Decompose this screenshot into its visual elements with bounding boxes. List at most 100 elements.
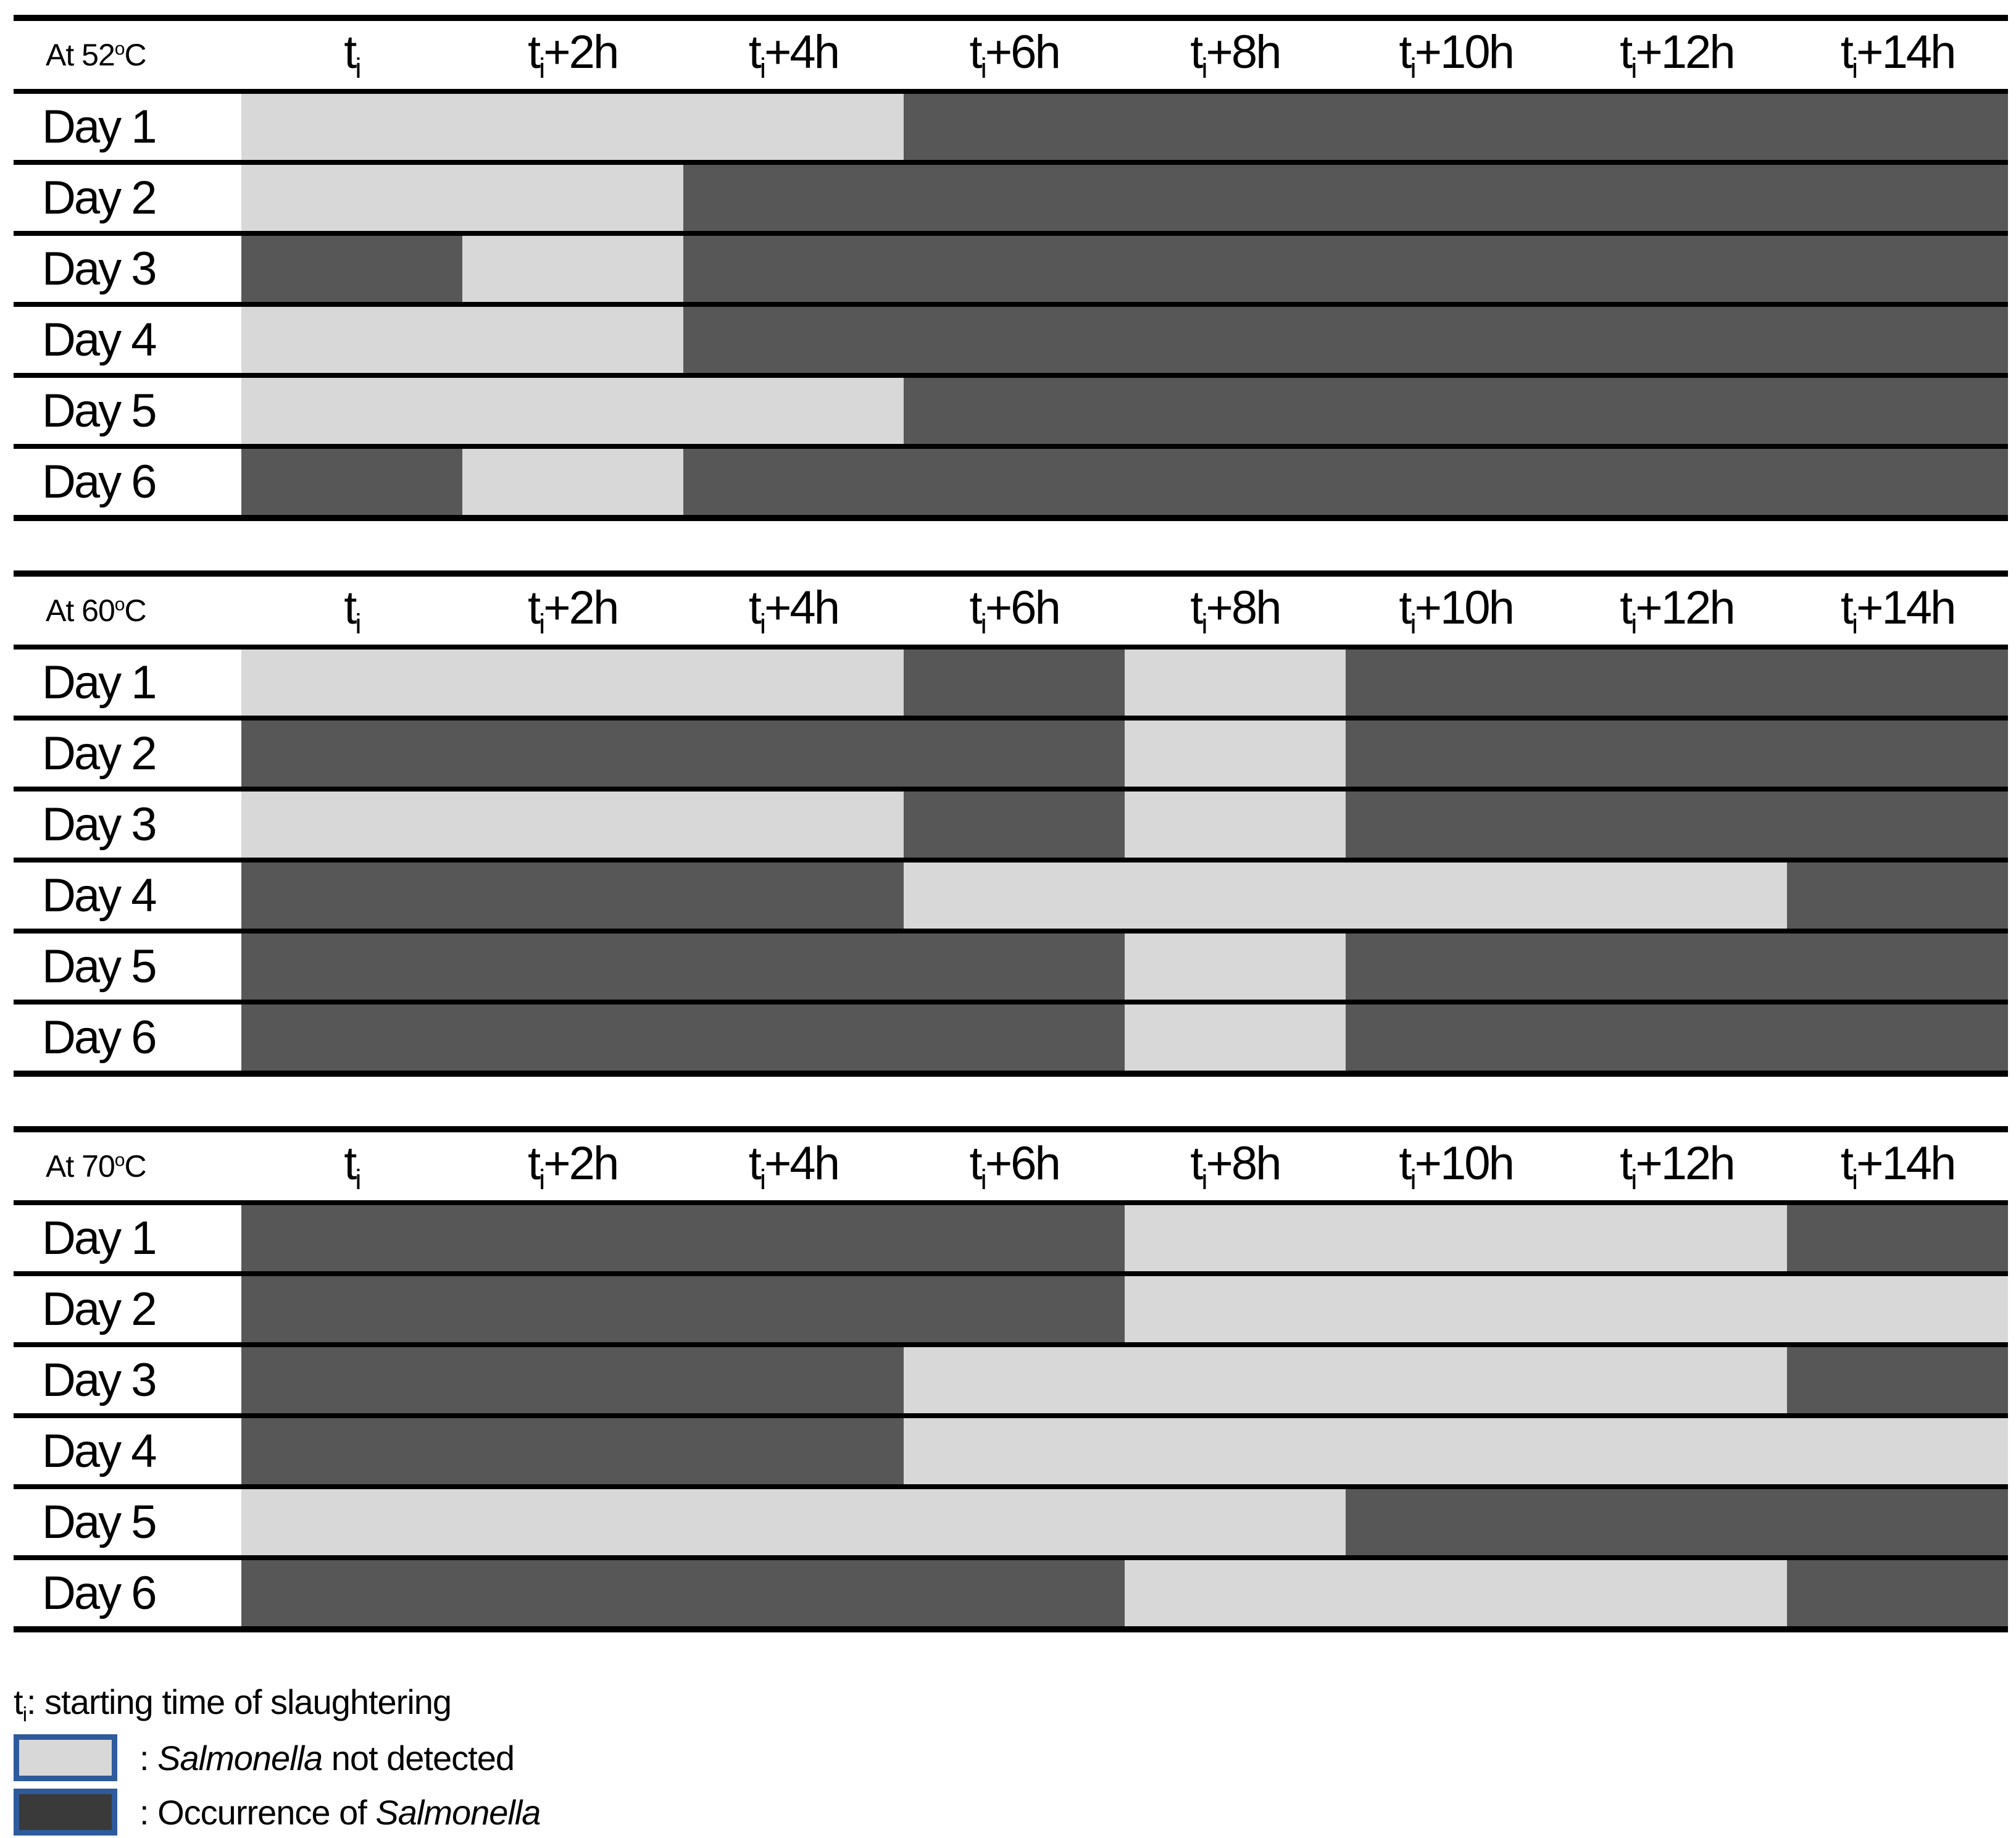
cell-day4-col3: [683, 307, 904, 373]
col-header-4: ti+8h: [1190, 1137, 1281, 1196]
cell-day4-col6: [1345, 863, 1567, 929]
col-header-2: ti+4h: [748, 581, 840, 640]
day-label: Day 4: [14, 863, 241, 929]
cell-day6-col5: [1125, 449, 1346, 515]
day-label: Day 6: [14, 1560, 241, 1626]
legend-swatch-not-detected: [14, 1734, 117, 1782]
day-label: Day 1: [14, 94, 241, 160]
cell-day5-col8: [1787, 378, 2008, 444]
table-at-60c: At 60oC ti ti+2h ti+4h ti+6h ti+8h ti+10h ti+12…: [14, 570, 2008, 1077]
cell-day6-col4: [904, 449, 1125, 515]
cell-day4-col2: [462, 307, 683, 373]
legend: ti: starting time of slaughtering : Salm…: [14, 1682, 2008, 1836]
cell-day4-col3: [683, 1418, 904, 1484]
cell-day3-col3: [683, 792, 904, 858]
cell-day5-col2: [462, 934, 683, 1000]
cell-day5-col1: [241, 1489, 462, 1555]
cell-day5-col6: [1345, 1489, 1567, 1555]
cell-day1-col6: [1345, 94, 1567, 160]
day-label: Day 5: [14, 934, 241, 1000]
col-header-1: ti+2h: [528, 581, 619, 640]
col-header-6: ti+12h: [1620, 581, 1735, 640]
row-day-2: Day 2: [14, 721, 2008, 792]
header-row: At 52oC ti ti+2h ti+4h ti+6h ti+8h ti+10h ti+12…: [14, 21, 2008, 94]
col-header-7: ti+14h: [1840, 25, 1956, 85]
day-label: Day 5: [14, 1489, 241, 1555]
row-day-5: Day 5: [14, 1489, 2008, 1560]
cell-day3-col5: [1125, 236, 1346, 302]
col-header-7: ti+14h: [1840, 1137, 1956, 1196]
cell-day2-col2: [462, 165, 683, 231]
cell-day6-col6: [1345, 1560, 1567, 1626]
table-title-prefix: At 52: [46, 38, 115, 72]
table-title: At 52oC: [14, 37, 241, 73]
col-header-4: ti+8h: [1190, 25, 1281, 85]
col-header-1: ti+2h: [528, 1137, 619, 1196]
col-header-6: ti+12h: [1620, 25, 1735, 85]
header-row: At 60oC ti ti+2h ti+4h ti+6h ti+8h ti+10h ti+12…: [14, 577, 2008, 650]
day-label: Day 3: [14, 792, 241, 858]
col-header-3: ti+6h: [969, 1137, 1061, 1196]
cell-day2-col1: [241, 1276, 462, 1342]
legend-entry-occurrence: : Occurrence of Salmonella: [14, 1789, 2008, 1836]
cell-day6-col4: [904, 1005, 1125, 1071]
table-title-suffix: C: [124, 38, 146, 72]
cell-day1-col1: [241, 1205, 462, 1271]
legend-label-occurrence: : Occurrence of Salmonella: [140, 1792, 541, 1832]
cell-day3-col8: [1787, 792, 2008, 858]
legend-entry-not-detected: : Salmonella not detected: [14, 1734, 2008, 1782]
cell-day4-col7: [1566, 1418, 1788, 1484]
cell-day4-col1: [241, 863, 462, 929]
cell-day1-col7: [1566, 94, 1788, 160]
cell-day3-col4: [904, 792, 1125, 858]
cell-day6-col7: [1566, 449, 1788, 515]
cell-day5-col1: [241, 378, 462, 444]
cell-day4-col8: [1787, 307, 2008, 373]
cell-day5-col4: [904, 378, 1125, 444]
cell-day3-col6: [1345, 1347, 1567, 1413]
cell-day2-col7: [1566, 721, 1788, 787]
row-day-1: Day 1: [14, 1205, 2008, 1276]
cell-day1-col7: [1566, 1205, 1788, 1271]
tables-container: At 52oC ti ti+2h ti+4h ti+6h ti+8h ti+10h ti+12…: [14, 15, 2008, 1632]
cell-day1-col6: [1345, 1205, 1567, 1271]
cell-day3-col7: [1566, 792, 1788, 858]
cell-day4-col5: [1125, 307, 1346, 373]
cell-day2-col2: [462, 721, 683, 787]
cell-day1-col3: [683, 94, 904, 160]
day-label: Day 4: [14, 1418, 241, 1484]
cell-day3-col5: [1125, 792, 1346, 858]
cell-day4-col4: [904, 307, 1125, 373]
cell-day1-col6: [1345, 650, 1567, 716]
cell-day6-col3: [683, 1560, 904, 1626]
cell-day2-col7: [1566, 1276, 1788, 1342]
cell-day5-col8: [1787, 1489, 2008, 1555]
table-title-degree: o: [114, 1150, 125, 1171]
cell-day6-col8: [1787, 1005, 2008, 1071]
cell-day2-col5: [1125, 1276, 1346, 1342]
cell-day3-col4: [904, 1347, 1125, 1413]
col-header-5: ti+10h: [1399, 25, 1514, 85]
row-day-5: Day 5: [14, 934, 2008, 1005]
row-day-4: Day 4: [14, 307, 2008, 378]
cell-day1-col2: [462, 94, 683, 160]
cell-day4-col4: [904, 1418, 1125, 1484]
cell-day2-col3: [683, 165, 904, 231]
cell-day2-col8: [1787, 165, 2008, 231]
cell-day4-col5: [1125, 1418, 1346, 1484]
cell-day3-col3: [683, 1347, 904, 1413]
col-header-3: ti+6h: [969, 25, 1061, 85]
cell-day3-col6: [1345, 792, 1567, 858]
cell-day2-col3: [683, 721, 904, 787]
col-header-6: ti+12h: [1620, 1137, 1735, 1196]
day-label: Day 1: [14, 1205, 241, 1271]
cell-day1-col4: [904, 650, 1125, 716]
day-label: Day 5: [14, 378, 241, 444]
col-header-5: ti+10h: [1399, 581, 1514, 640]
cell-day1-col4: [904, 1205, 1125, 1271]
cell-day3-col8: [1787, 1347, 2008, 1413]
legend-swatch-occurrence: [14, 1789, 117, 1836]
row-day-1: Day 1: [14, 650, 2008, 721]
cell-day1-col5: [1125, 1205, 1346, 1271]
cell-day3-col1: [241, 1347, 462, 1413]
